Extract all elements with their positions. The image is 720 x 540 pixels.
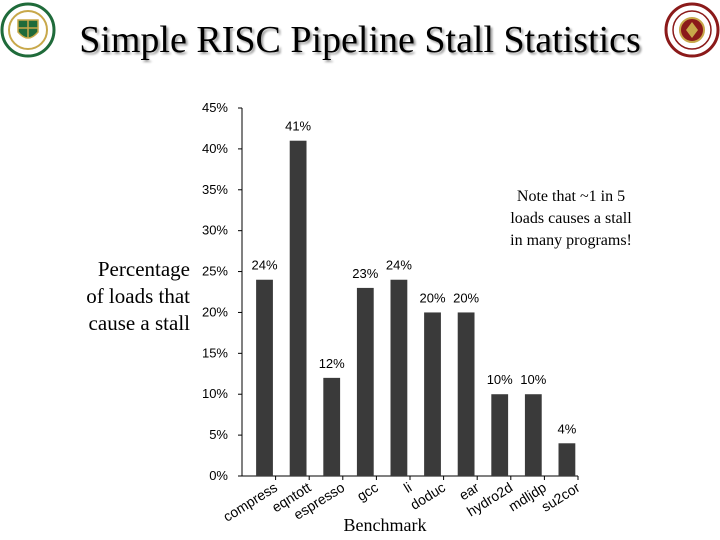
y-tick-label: 35%	[202, 182, 228, 197]
y-axis-label-line: of loads that	[86, 284, 190, 308]
x-tick-label: li	[401, 479, 415, 496]
page-title: Simple RISC Pipeline Stall Statistics	[79, 19, 641, 61]
bar	[323, 377, 341, 476]
bar-value-label: 20%	[453, 290, 479, 305]
bar-value-label: 20%	[419, 290, 445, 305]
y-axis-label-line: cause a stall	[88, 311, 190, 335]
y-tick-label: 20%	[202, 304, 228, 319]
annotation-note: Note that ~1 in 5 loads causes a stall i…	[486, 186, 656, 252]
x-tick-label: su2cor	[538, 479, 582, 515]
y-tick-label: 25%	[202, 264, 228, 279]
bar-value-label: 10%	[520, 372, 546, 387]
bar	[457, 312, 475, 476]
bar	[524, 394, 542, 476]
bar-value-label: 4%	[558, 421, 577, 436]
bar	[424, 312, 441, 476]
bar-value-label: 12%	[319, 356, 345, 371]
x-axis-label: Benchmark	[343, 515, 427, 535]
bar	[558, 443, 576, 476]
y-tick-label: 5%	[209, 427, 228, 442]
university-seal-left-icon	[0, 2, 56, 58]
y-axis-label: Percentage of loads that cause a stall	[56, 256, 190, 337]
bar	[356, 287, 374, 476]
bar	[256, 279, 273, 476]
bar	[289, 140, 307, 476]
y-tick-label: 10%	[202, 386, 228, 401]
x-tick-label: gcc	[354, 479, 381, 504]
chart-bars	[256, 140, 576, 476]
bar-value-label: 24%	[251, 258, 277, 273]
y-tick-label: 0%	[209, 468, 228, 483]
note-line: in many programs!	[510, 232, 632, 249]
bar-value-label: 10%	[487, 372, 513, 387]
y-axis-label-line: Percentage	[97, 257, 190, 281]
bar-value-label: 24%	[386, 258, 412, 273]
bar	[491, 394, 509, 476]
y-tick-label: 40%	[202, 141, 228, 156]
y-tick-label: 45%	[202, 100, 228, 115]
bar-value-label: 41%	[285, 119, 311, 134]
bar-value-labels: 24% 41% 12% 23% 24% 20% 20% 10% 10% 4%	[251, 119, 576, 437]
note-line: Note that ~1 in 5	[516, 188, 626, 205]
y-tick-label: 15%	[202, 345, 228, 360]
y-tick-label: 30%	[202, 223, 228, 238]
x-tick-label: doduc	[407, 479, 448, 513]
note-line: loads causes a stall	[510, 210, 632, 227]
y-tick-labels: 0% 5% 10% 15% 20% 25% 30% 35% 40% 45%	[202, 100, 228, 483]
bar-value-label: 23%	[352, 266, 378, 281]
university-seal-right-icon	[664, 2, 720, 58]
bar	[390, 279, 408, 476]
